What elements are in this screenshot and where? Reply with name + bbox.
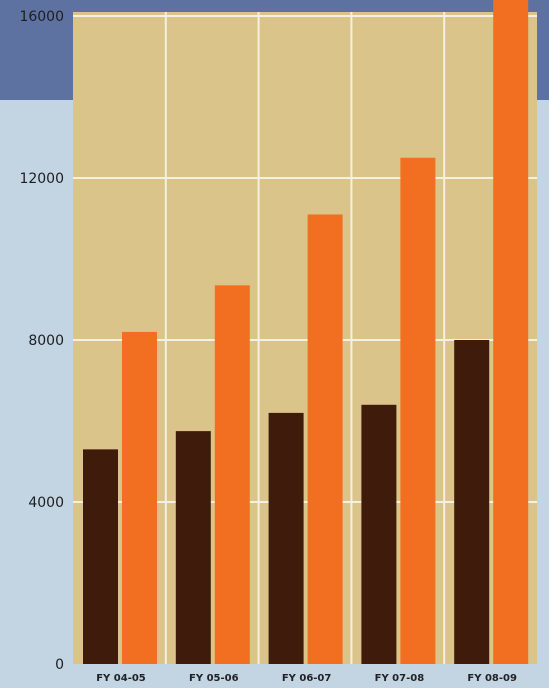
y-tick-label: 0 — [55, 657, 64, 673]
bar-fy-05-06-series-2 — [214, 285, 250, 664]
x-tick-label: FY 07-08 — [375, 673, 425, 684]
y-tick-label: 16000 — [19, 9, 64, 25]
bar-fy-08-09-series-1 — [454, 340, 490, 664]
x-tick-label: FY 08-09 — [467, 673, 517, 684]
bars — [83, 0, 529, 664]
bar-fy-07-08-series-1 — [361, 404, 397, 664]
bar-fy-05-06-series-1 — [175, 431, 211, 664]
x-tick-label: FY 04-05 — [96, 673, 146, 684]
x-tick-label: FY 05-06 — [189, 673, 239, 684]
bar-fy-07-08-series-2 — [400, 157, 436, 664]
x-tick-label: FY 06-07 — [282, 673, 332, 684]
bar-fy-04-05-series-2 — [122, 331, 157, 664]
y-tick-label: 8000 — [28, 333, 64, 349]
bar-fy-08-09-series-2 — [493, 0, 529, 664]
axis-labels: 0 4000 8000 12000 16000 FY 04-05 FY 05-06 FY 06… — [19, 9, 517, 684]
y-tick-label: 12000 — [19, 171, 64, 187]
bar-fy-06-07-series-2 — [307, 214, 343, 664]
bar-fy-04-05-series-1 — [83, 449, 118, 664]
bar-fy-06-07-series-1 — [268, 412, 304, 664]
y-tick-label: 4000 — [28, 495, 64, 511]
